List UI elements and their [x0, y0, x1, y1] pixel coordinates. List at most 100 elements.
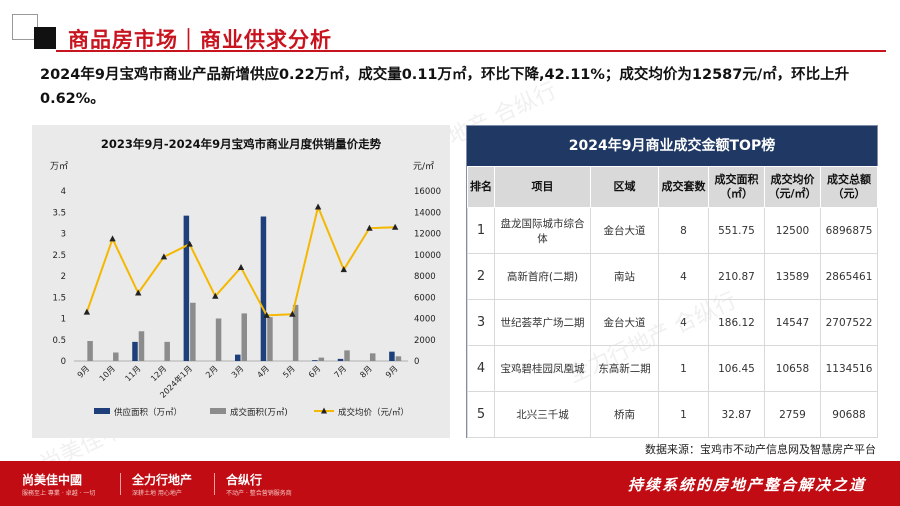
- bar-transaction: [215, 318, 222, 361]
- x-tick-label: 5月: [281, 364, 297, 380]
- table-cell: 4: [658, 299, 709, 346]
- x-tick-label: 4月: [255, 364, 271, 380]
- bar-supply: [389, 351, 395, 361]
- table-header-cell: 排名: [467, 166, 495, 208]
- table-header-cell: 成交面积（㎡）: [708, 166, 765, 208]
- footer-brand-2: 全力行地产: [132, 473, 193, 487]
- bar-transaction: [190, 302, 196, 361]
- table-cell: 2: [467, 253, 495, 300]
- table-cell: 6896875: [820, 207, 878, 254]
- bar-supply: [260, 216, 267, 361]
- y-tick-right: 14000: [414, 208, 441, 218]
- y-tick-right: 12000: [414, 230, 441, 240]
- table-row: 2 高新首府(二期) 南站 4 210.87 13589 2865461: [467, 253, 878, 300]
- bar-transaction: [267, 317, 273, 361]
- bar-transaction: [369, 353, 376, 361]
- x-tick-label: 9月: [384, 364, 400, 380]
- table-header-row: 排名 项目 区域 成交套数 成交面积（㎡） 成交均价（元/㎡） 成交总额（元）: [467, 166, 878, 208]
- table-cell: 2707522: [820, 299, 878, 346]
- top-table-panel: 2024年9月商业成交金额TOP榜 排名 项目 区域 成交套数 成交面积（㎡） 成交均价（…: [466, 125, 878, 438]
- bar-transaction: [87, 341, 93, 361]
- x-tick-label: 12月: [149, 364, 168, 383]
- table-cell: 8: [658, 207, 709, 254]
- table-row: 1 盘龙国际城市综合体 金台大道 8 551.75 12500 6896875: [467, 207, 878, 254]
- footer-brand-1-sub: 服務至上 專業 · 卓越 · 一切: [22, 490, 96, 497]
- y-tick-left: 2.5: [52, 251, 66, 261]
- table-cell: 2865461: [820, 253, 878, 300]
- y-tick-right: 6000: [414, 293, 436, 303]
- table-cell: 东高新二期: [590, 345, 659, 392]
- legend-marker-price: [321, 407, 327, 414]
- y-tick-right: 16000: [414, 187, 441, 197]
- table-header-cell: 成交均价（元/㎡）: [764, 166, 821, 208]
- bar-transaction: [395, 356, 402, 361]
- table-cell: 13589: [764, 253, 821, 300]
- bar-transaction: [344, 350, 350, 361]
- y-tick-right: 8000: [414, 272, 436, 282]
- footer-slogan: 持续系统的房地产整合解决之道: [627, 476, 866, 494]
- legend-swatch-supply: [94, 408, 110, 414]
- table-cell: 5: [467, 391, 495, 438]
- price-point: [391, 223, 399, 230]
- bar-supply: [337, 358, 344, 361]
- y-tick-left: 3: [61, 230, 66, 240]
- table-cell: 106.45: [708, 345, 765, 392]
- bar-supply: [312, 360, 318, 361]
- y-tick-left: 2: [61, 272, 66, 282]
- table-cell: 3: [467, 299, 495, 346]
- y-tick-left: 1.5: [52, 293, 66, 303]
- table-cell: 1: [467, 207, 495, 254]
- table-row: 3 世纪荟萃广场二期 金台大道 4 186.12 14547 2707522: [467, 299, 878, 346]
- table-header-cell: 成交套数: [658, 166, 709, 208]
- price-point: [135, 289, 142, 296]
- table-cell: 1: [658, 391, 709, 438]
- table-cell: 盘龙国际城市综合体: [494, 207, 591, 254]
- y-axis-left-label: 万㎡: [50, 161, 68, 172]
- y-tick-right: 2000: [414, 336, 436, 346]
- price-point: [212, 292, 219, 299]
- y-tick-left: 0: [61, 357, 66, 367]
- table-cell: 1134516: [820, 345, 878, 392]
- price-point: [289, 310, 296, 317]
- x-tick-label: 11月: [123, 364, 142, 383]
- table-cell: 高新首府(二期): [494, 253, 591, 300]
- table-cell: 桥南: [590, 391, 659, 438]
- x-tick-label: 9月: [76, 364, 92, 380]
- table-cell: 10658: [764, 345, 821, 392]
- footer-bar: 尚美佳中國 服務至上 專業 · 卓越 · 一切 全力行地产 深耕土地 用心地产 …: [0, 461, 900, 506]
- y-axis-right-label: 元/㎡: [413, 161, 434, 172]
- table-cell: 210.87: [708, 253, 765, 300]
- price-point: [366, 224, 373, 231]
- legend-label-supply: 供应面积（万㎡）: [114, 407, 182, 418]
- y-tick-left: 0.5: [52, 336, 66, 346]
- price-point: [83, 308, 91, 315]
- bar-supply: [132, 341, 138, 361]
- table-cell: 2759: [764, 391, 821, 438]
- table-cell: 186.12: [708, 299, 765, 346]
- price-point: [160, 253, 168, 260]
- x-tick-label: 6月: [307, 364, 323, 380]
- table-cell: 4: [658, 253, 709, 300]
- bar-transaction: [241, 313, 247, 361]
- page-title: 商品房市场｜商业供求分析: [68, 28, 332, 52]
- legend-label-price: 成交均价（元/㎡）: [338, 407, 409, 418]
- x-tick-label: 8月: [358, 364, 374, 380]
- table-cell: 14547: [764, 299, 821, 346]
- table-header-cell: 区域: [590, 166, 659, 208]
- y-tick-left: 4: [61, 187, 66, 197]
- table-cell: 金台大道: [590, 207, 659, 254]
- footer-brand-3-sub: 不动产 · 整合营销服务商: [226, 490, 292, 497]
- price-point: [237, 264, 245, 270]
- top-table: 排名 项目 区域 成交套数 成交面积（㎡） 成交均价（元/㎡） 成交总额（元） 1 盘龙国际城…: [467, 166, 878, 438]
- y-tick-right: 10000: [414, 251, 441, 261]
- table-cell: 4: [467, 345, 495, 392]
- price-point: [263, 311, 270, 318]
- table-cell: 南站: [590, 253, 659, 300]
- price-point: [314, 203, 322, 210]
- chart-title: 2023年9月-2024年9月宝鸡市商业月度供销量价走势: [101, 137, 382, 151]
- legend-label-transaction: 成交面积(万㎡): [230, 407, 288, 418]
- table-cell: 金台大道: [590, 299, 659, 346]
- header-divider: [56, 50, 886, 52]
- table-cell: 宝鸡碧桂园凤凰城: [494, 345, 591, 392]
